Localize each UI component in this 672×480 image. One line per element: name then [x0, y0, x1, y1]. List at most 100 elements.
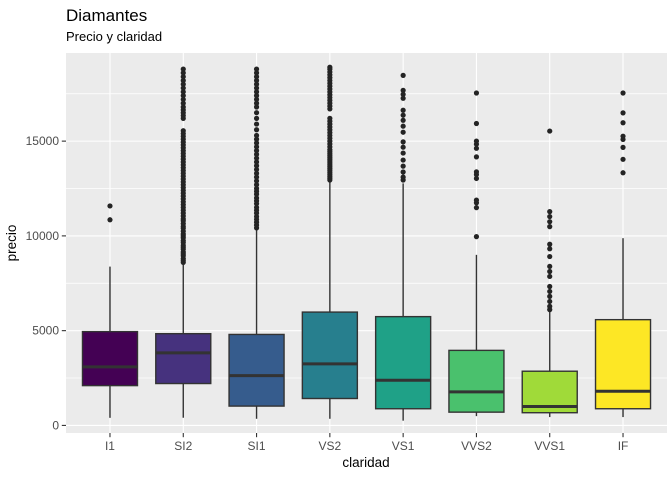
outlier-SI1-14300: [253, 151, 260, 157]
outlier-VS1-17470: [400, 91, 406, 97]
outlier-VS1-16100: [400, 117, 406, 123]
boxplot-VVS2: [448, 90, 505, 417]
box-VVS2: [448, 349, 505, 413]
plot-title: Diamantes: [66, 6, 148, 25]
outlier-SI2-17200: [180, 96, 186, 103]
outlier-SI1-17600: [253, 89, 260, 95]
x-axis-title: claridad: [342, 455, 389, 470]
outlier-SI2-18400: [180, 74, 186, 80]
outlier-VVS1-9320: [547, 246, 553, 252]
outlier-SI2-15550: [180, 128, 186, 134]
outlier-VS1-16630: [400, 107, 406, 113]
outlier-SI1-18000: [253, 81, 260, 87]
box-layer: [81, 64, 652, 421]
boxplot-VS2: [301, 64, 359, 419]
outlier-VS1-13100: [400, 174, 406, 180]
outlier-SI1-15900: [253, 121, 260, 127]
axis-layer: 0 5000 10000 15000 I1 SI2 SI1 VS2 VS1 VVS2 VVS1 IF: [26, 134, 629, 453]
outlier-IF-14670: [620, 144, 626, 150]
box-SI1: [228, 333, 285, 407]
outlier-SI1-13100: [253, 174, 260, 180]
outlier-VVS1-9560: [547, 241, 553, 247]
box-SI2: [155, 332, 212, 385]
plot-subtitle: Precio y claridad: [66, 29, 163, 44]
outlier-VVS2-13030: [473, 175, 480, 182]
outlier-VS1-14000: [400, 157, 406, 163]
outlier-VVS1-7070: [547, 288, 553, 295]
outlier-VVS1-15530: [547, 128, 553, 134]
x-tick-label-VVS2: VVS2: [461, 439, 492, 453]
outlier-IF-15260: [620, 133, 626, 139]
x-tick-label-SI1: SI1: [248, 439, 266, 453]
outlier-SI2-17400: [180, 93, 186, 99]
outlier-VVS1-7860: [547, 273, 553, 280]
x-tick-label-I1: I1: [105, 439, 115, 453]
outlier-VS1-17260: [400, 95, 406, 101]
y-tick-label-15000: 15000: [26, 134, 60, 148]
outlier-IF-14040: [620, 156, 626, 162]
outlier-VVS1-6280: [547, 303, 553, 309]
outlier-IF-13330: [620, 170, 626, 176]
outlier-VVS1-10490: [547, 224, 553, 230]
boxplot-SI1: [228, 66, 285, 419]
outlier-SI1-12900: [253, 178, 260, 184]
outlier-VVS2-14170: [473, 154, 480, 160]
outlier-SI2-17800: [180, 85, 186, 91]
outlier-SI1-14700: [253, 144, 260, 150]
outlier-SI1-11500: [253, 204, 260, 211]
outlier-VVS2-14620: [473, 145, 480, 151]
outlier-SI1-16500: [253, 110, 260, 116]
outlier-IF-15970: [620, 120, 626, 126]
outlier-SI2-18200: [180, 77, 186, 84]
outlier-VVS2-11490: [473, 205, 480, 211]
box-I1: [81, 330, 139, 387]
outlier-VS1-17680: [400, 87, 406, 93]
outlier-VS1-13680: [400, 163, 406, 169]
outlier-SI1-18600: [253, 70, 260, 76]
outlier-SI1-18400: [253, 74, 260, 80]
boxplot-VVS1: [521, 128, 578, 418]
box-VS2: [301, 311, 359, 400]
outlier-VVS2-13380: [473, 169, 480, 175]
outlier-VVS2-11890: [473, 197, 480, 203]
boxplot-VS1: [374, 72, 432, 421]
outlier-SI1-12700: [253, 182, 260, 188]
boxplot-I1: [81, 203, 139, 418]
x-tick-label-SI2: SI2: [174, 439, 192, 453]
x-tick-label-VVS1: VVS1: [534, 439, 565, 453]
x-tick-label-VS1: VS1: [392, 439, 415, 453]
outlier-SI2-18000: [180, 81, 186, 87]
outlier-VVS2-17540: [473, 90, 480, 96]
box-VS1: [374, 315, 432, 410]
boxplot-IF: [594, 90, 652, 418]
outlier-VVS1-6810: [547, 293, 553, 299]
outlier-SI1-14500: [253, 148, 260, 154]
outlier-SI2-18800: [180, 66, 186, 72]
y-axis-title: precio: [4, 225, 19, 262]
outlier-VVS2-15000: [473, 138, 480, 144]
outlier-VS1-14370: [400, 150, 406, 156]
outlier-VS2-18900: [327, 64, 333, 70]
outlier-SI2-18600: [180, 70, 186, 76]
y-tick-label-0: 0: [52, 418, 59, 432]
y-tick-label-10000: 10000: [26, 229, 60, 243]
outlier-SI1-14100: [253, 155, 260, 161]
outlier-SI1-18800: [253, 66, 260, 72]
outlier-VS1-14960: [400, 139, 406, 145]
outlier-VVS1-8910: [547, 253, 553, 260]
outlier-VVS1-11280: [547, 209, 553, 215]
outlier-SI1-13900: [253, 159, 260, 165]
outlier-SI1-13300: [253, 170, 260, 176]
outlier-VS1-16370: [400, 112, 406, 118]
outlier-VVS1-8120: [547, 268, 553, 275]
outlier-VVS1-6540: [547, 298, 553, 305]
outlier-SI1-13500: [253, 166, 260, 173]
outlier-SI1-15100: [253, 136, 260, 142]
boxplot-SI2: [155, 66, 212, 418]
outlier-SI1-14900: [253, 140, 260, 146]
outlier-SI1-13700: [253, 163, 260, 169]
outlier-I1-10850: [107, 217, 113, 223]
x-tick-label-IF: IF: [618, 439, 629, 453]
